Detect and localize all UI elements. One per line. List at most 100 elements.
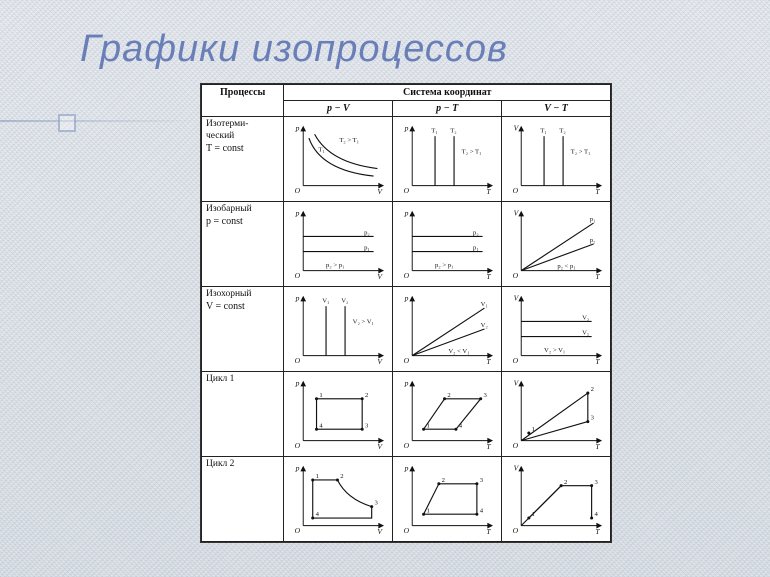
svg-text:p: p [295, 378, 300, 387]
svg-text:1: 1 [320, 392, 323, 399]
svg-text:O: O [513, 271, 519, 280]
graph-pv: OpVT₁T₂ > T₁ [284, 117, 393, 202]
svg-text:T: T [487, 357, 492, 366]
svg-text:O: O [295, 271, 301, 280]
process-label: ИзохорныйV = const [202, 287, 284, 372]
svg-text:V: V [378, 187, 384, 196]
svg-text:p: p [404, 293, 409, 302]
svg-text:T: T [487, 527, 492, 536]
svg-text:V₁: V₁ [481, 301, 488, 308]
svg-text:O: O [295, 186, 301, 195]
svg-text:p: p [404, 463, 409, 472]
svg-text:O: O [404, 441, 410, 450]
table-row: Цикл 1OpV1234OpT1234OVT123 [202, 372, 611, 457]
svg-text:4: 4 [320, 422, 324, 429]
svg-text:p: p [295, 123, 300, 132]
svg-text:3: 3 [480, 477, 484, 484]
svg-text:2: 2 [341, 473, 344, 480]
graph-pt: OpT1234 [393, 457, 502, 542]
svg-text:V₂ > V₁: V₂ > V₁ [353, 318, 374, 325]
svg-text:T: T [596, 527, 601, 536]
svg-text:p: p [295, 208, 300, 217]
svg-text:T: T [596, 442, 601, 451]
svg-text:4: 4 [480, 507, 484, 514]
svg-text:4: 4 [316, 511, 320, 518]
svg-text:O: O [513, 526, 519, 535]
svg-text:T: T [596, 187, 601, 196]
svg-text:p: p [404, 208, 409, 217]
graph-pt: Op T V₁ V₂ V₂ < V₁ [393, 287, 502, 372]
svg-text:T₂ > T₁: T₂ > T₁ [462, 148, 482, 155]
svg-text:T₂: T₂ [451, 127, 457, 134]
graph-vt: OVT1234 [502, 457, 611, 542]
svg-text:O: O [404, 186, 410, 195]
process-label: Цикл 2 [202, 457, 284, 542]
col-processes: Процессы [202, 85, 284, 117]
svg-text:3: 3 [595, 479, 599, 486]
graph-pt: OpTp₂p₁p₂ > p₁ [393, 202, 502, 287]
svg-text:2: 2 [564, 479, 567, 486]
svg-text:p₁: p₁ [590, 216, 596, 223]
svg-text:O: O [404, 356, 410, 365]
svg-text:T: T [487, 442, 492, 451]
svg-text:V₂ > V₁: V₂ > V₁ [544, 347, 565, 354]
col-pt: p − T [393, 101, 502, 117]
graph-pv: OpV1234 [284, 457, 393, 542]
table-row: ИзохорныйV = const Op V V₁ V₂ V₂ > V₁ Op T V₁ V₂ V… [202, 287, 611, 372]
svg-text:V₂: V₂ [582, 314, 589, 321]
svg-text:p: p [404, 123, 409, 132]
svg-text:3: 3 [365, 422, 369, 429]
svg-text:3: 3 [484, 392, 488, 399]
graph-vt: OVT123 [502, 372, 611, 457]
svg-text:O: O [295, 441, 301, 450]
svg-text:p₁: p₁ [473, 245, 479, 252]
svg-text:V: V [378, 272, 384, 281]
col-coord-system: Система координат [284, 85, 611, 101]
svg-text:O: O [513, 186, 519, 195]
svg-text:V₁: V₁ [323, 297, 330, 304]
graph-vt: OVTV₂V₁V₂ > V₁ [502, 287, 611, 372]
svg-text:T: T [596, 357, 601, 366]
svg-text:T: T [596, 272, 601, 281]
process-label: Изобарныйp = const [202, 202, 284, 287]
svg-text:V₂: V₂ [481, 322, 488, 329]
svg-text:p₂: p₂ [590, 237, 596, 244]
col-vt: V − T [502, 101, 611, 117]
svg-text:T₂ > T₁: T₂ > T₁ [571, 148, 591, 155]
graph-pv: OpVV₁V₂V₂ > V₁ [284, 287, 393, 372]
graph-pt: OpT1234 [393, 372, 502, 457]
svg-text:p₂: p₂ [473, 229, 479, 236]
table-row: Цикл 2OpV1234OpT1234OVT1234 [202, 457, 611, 542]
process-label: Цикл 1 [202, 372, 284, 457]
svg-text:2: 2 [448, 392, 451, 399]
svg-text:V₂: V₂ [342, 297, 349, 304]
svg-text:O: O [404, 271, 410, 280]
svg-text:T₁: T₁ [319, 146, 325, 153]
table-row: Изотерми- ческийT = const Op V T₁ T₂ > T₁ Op T… [202, 117, 611, 202]
graph-pv: OpVp₂p₁p₂ > p₁ [284, 202, 393, 287]
svg-text:T₂: T₂ [559, 127, 565, 134]
svg-text:1: 1 [532, 426, 535, 433]
graph-vt: OVTp₁p₂p₂ < p₁ [502, 202, 611, 287]
page-title: Графики изопроцессов [80, 28, 730, 71]
svg-text:2: 2 [442, 477, 445, 484]
svg-text:4: 4 [595, 511, 599, 518]
svg-text:V₂ < V₁: V₂ < V₁ [449, 348, 470, 355]
svg-text:1: 1 [532, 511, 535, 518]
process-table: Процессы Система координат p − V p − T V… [201, 84, 611, 542]
process-graphs-panel: Процессы Система координат p − V p − T V… [200, 83, 612, 543]
graph-pv: OpV1234 [284, 372, 393, 457]
process-label: Изотерми- ческийT = const [202, 117, 284, 202]
svg-text:T₁: T₁ [431, 127, 437, 134]
svg-text:T: T [487, 272, 492, 281]
svg-text:O: O [513, 356, 519, 365]
svg-text:V: V [378, 357, 384, 366]
svg-text:V₁: V₁ [582, 330, 589, 337]
svg-text:p: p [295, 293, 300, 302]
svg-text:O: O [295, 526, 301, 535]
svg-text:p₂ > p₁: p₂ > p₁ [326, 262, 344, 269]
svg-text:V: V [378, 527, 384, 536]
svg-text:T: T [487, 187, 492, 196]
svg-text:p₂: p₂ [364, 229, 370, 236]
graph-vt: OVTT₁T₂T₂ > T₁ [502, 117, 611, 202]
